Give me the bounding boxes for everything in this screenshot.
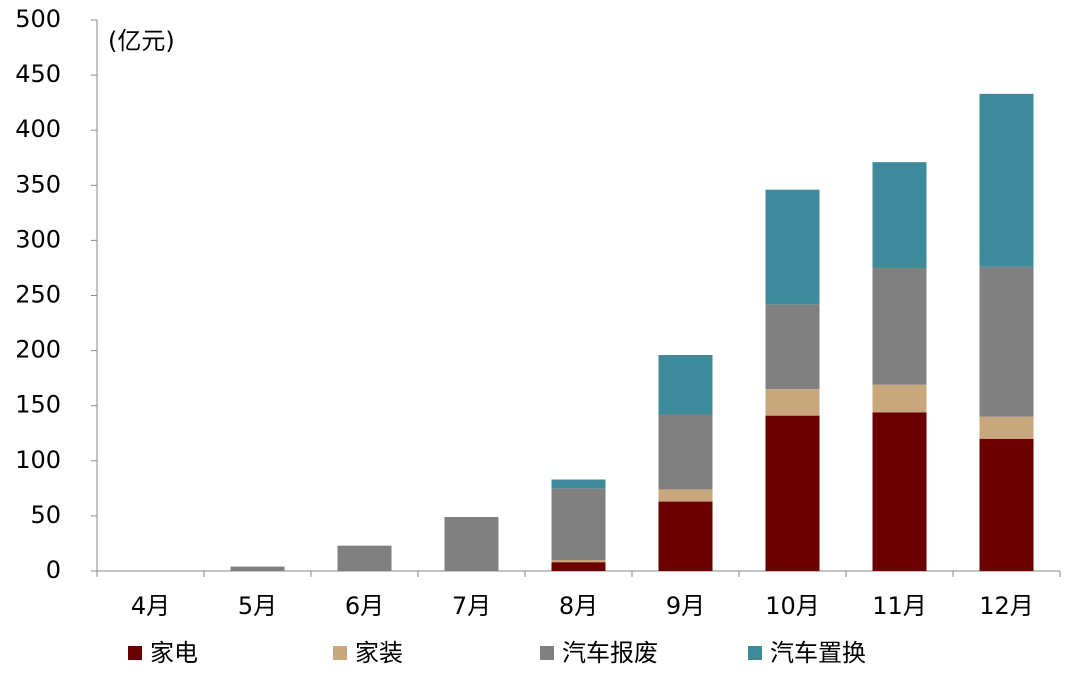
y-tick-label: 300 <box>15 225 61 253</box>
x-tick-label: 9月 <box>666 592 705 620</box>
y-tick-label: 350 <box>15 170 61 198</box>
legend-swatch <box>333 646 347 660</box>
bar-segment <box>230 566 285 571</box>
y-tick-label: 200 <box>15 336 61 364</box>
y-tick-label: 400 <box>15 115 61 143</box>
bar-segment <box>765 304 820 390</box>
bar-segment <box>979 438 1034 571</box>
legend-label: 家装 <box>355 639 403 667</box>
y-tick-label: 50 <box>30 501 61 529</box>
y-tick-label: 500 <box>15 5 61 33</box>
x-tick-label: 7月 <box>452 592 491 620</box>
y-tick-label: 250 <box>15 281 61 309</box>
bar-segment <box>658 489 713 502</box>
bar-segment <box>765 415 820 571</box>
bar-segment <box>658 501 713 571</box>
bar-segment <box>551 488 606 560</box>
legend-swatch <box>748 646 762 660</box>
x-tick-label: 12月 <box>979 592 1034 620</box>
bar-segment <box>979 93 1034 267</box>
x-tick-label: 10月 <box>765 592 820 620</box>
bar-segment <box>444 517 499 571</box>
legend-swatch <box>540 646 554 660</box>
x-tick-label: 11月 <box>872 592 927 620</box>
bar-segment <box>551 562 606 571</box>
bar-segment <box>658 355 713 415</box>
bar-segment <box>551 559 606 563</box>
bar-segment <box>872 412 927 571</box>
x-tick-label: 6月 <box>345 592 384 620</box>
bar-segment <box>337 545 392 571</box>
bar-segment <box>872 162 927 268</box>
y-tick-label: 0 <box>46 556 61 584</box>
bar-segment <box>551 479 606 489</box>
y-tick-label: 150 <box>15 391 61 419</box>
y-tick-label: 100 <box>15 446 61 474</box>
bar-segment <box>979 266 1034 417</box>
legend-label: 家电 <box>150 639 198 667</box>
legend-label: 汽车置换 <box>770 639 866 667</box>
unit-label: (亿元) <box>108 27 175 55</box>
y-tick-label: 450 <box>15 60 61 88</box>
legend-label: 汽车报废 <box>562 639 658 667</box>
bar-segment <box>979 416 1034 439</box>
x-tick-label: 4月 <box>131 592 170 620</box>
bar-segment <box>872 384 927 413</box>
bar-segment <box>765 189 820 305</box>
x-tick-label: 8月 <box>559 592 598 620</box>
bar-segment <box>765 389 820 416</box>
x-tick-label: 5月 <box>238 592 277 620</box>
bar-segment <box>872 267 927 385</box>
bar-segment <box>658 414 713 490</box>
legend-swatch <box>128 646 142 660</box>
